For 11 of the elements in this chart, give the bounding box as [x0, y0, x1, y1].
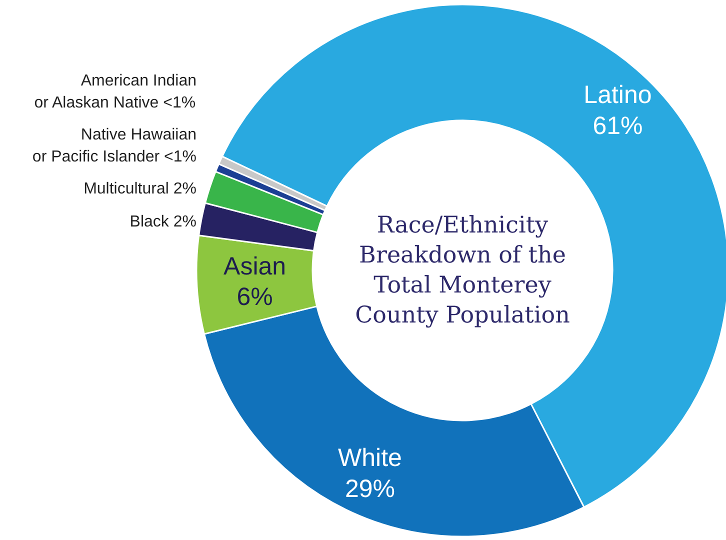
slice-label: American Indian or Alaskan Native <1% [34, 72, 197, 112]
slice-label: Native Hawaiian or Pacific Islander <1% [32, 126, 196, 166]
slice-label: White [338, 444, 402, 472]
slice-label: Multicultural 2% [84, 180, 197, 198]
text: Race/Ethnicity Breakdown of the Total Monterey County Population [355, 212, 570, 328]
slice-label: Asian [224, 252, 286, 280]
slice-label: Latino [584, 80, 652, 109]
slice-label: Black 2% [130, 214, 197, 230]
data-label: 29% [344, 474, 396, 503]
data-label: 61% [592, 112, 643, 140]
data-label: 6% [236, 283, 273, 312]
